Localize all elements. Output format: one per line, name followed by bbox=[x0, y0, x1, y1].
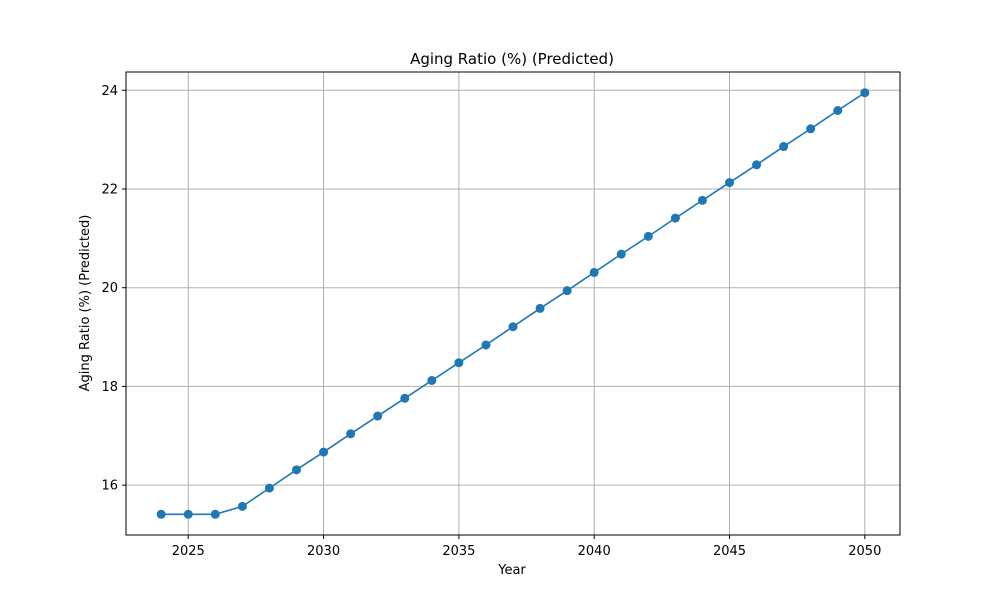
x-axis-label: Year bbox=[497, 563, 526, 578]
data-point bbox=[319, 447, 329, 457]
data-point bbox=[806, 124, 816, 134]
x-tick-label: 2040 bbox=[578, 544, 611, 559]
data-point bbox=[346, 429, 356, 439]
x-tick-label: 2045 bbox=[713, 544, 746, 559]
x-tick-label: 2035 bbox=[442, 544, 475, 559]
y-tick-label: 22 bbox=[101, 182, 118, 197]
data-point bbox=[291, 465, 301, 475]
data-point bbox=[752, 160, 762, 170]
data-point bbox=[725, 178, 735, 188]
x-tick-label: 2030 bbox=[307, 544, 340, 559]
data-point bbox=[643, 231, 653, 241]
y-tick-label: 18 bbox=[101, 380, 118, 395]
plot-area bbox=[156, 88, 870, 519]
x-tick-label: 2050 bbox=[848, 544, 881, 559]
y-tick-label: 24 bbox=[101, 84, 118, 99]
data-point bbox=[697, 195, 707, 205]
y-tick-label: 20 bbox=[101, 281, 118, 296]
data-point bbox=[481, 340, 491, 350]
data-point bbox=[508, 322, 518, 332]
chart-title: Aging Ratio (%) (Predicted) bbox=[410, 50, 614, 68]
ticks: 2025 2030 2035 2040 2045 2050 16 18 20 22 24 bbox=[101, 84, 881, 559]
y-tick-label: 16 bbox=[101, 479, 118, 494]
data-point bbox=[779, 142, 789, 152]
data-point bbox=[264, 483, 274, 493]
x-tick-label: 2025 bbox=[172, 544, 205, 559]
data-point bbox=[454, 358, 464, 368]
data-point bbox=[860, 88, 870, 98]
axes-frame bbox=[125, 71, 901, 536]
data-point bbox=[562, 286, 572, 296]
y-axis-label: Aging Ratio (%) (Predicted) bbox=[78, 215, 93, 392]
data-point bbox=[210, 509, 220, 519]
data-point bbox=[237, 501, 247, 511]
data-point bbox=[156, 509, 166, 519]
data-point bbox=[183, 509, 193, 519]
data-point bbox=[589, 267, 599, 277]
data-point bbox=[427, 376, 437, 386]
data-point bbox=[373, 411, 383, 421]
data-point bbox=[670, 213, 680, 223]
grid bbox=[126, 72, 900, 535]
data-point bbox=[400, 393, 410, 403]
data-point bbox=[833, 106, 843, 116]
data-point bbox=[535, 303, 545, 313]
data-point bbox=[616, 249, 626, 259]
